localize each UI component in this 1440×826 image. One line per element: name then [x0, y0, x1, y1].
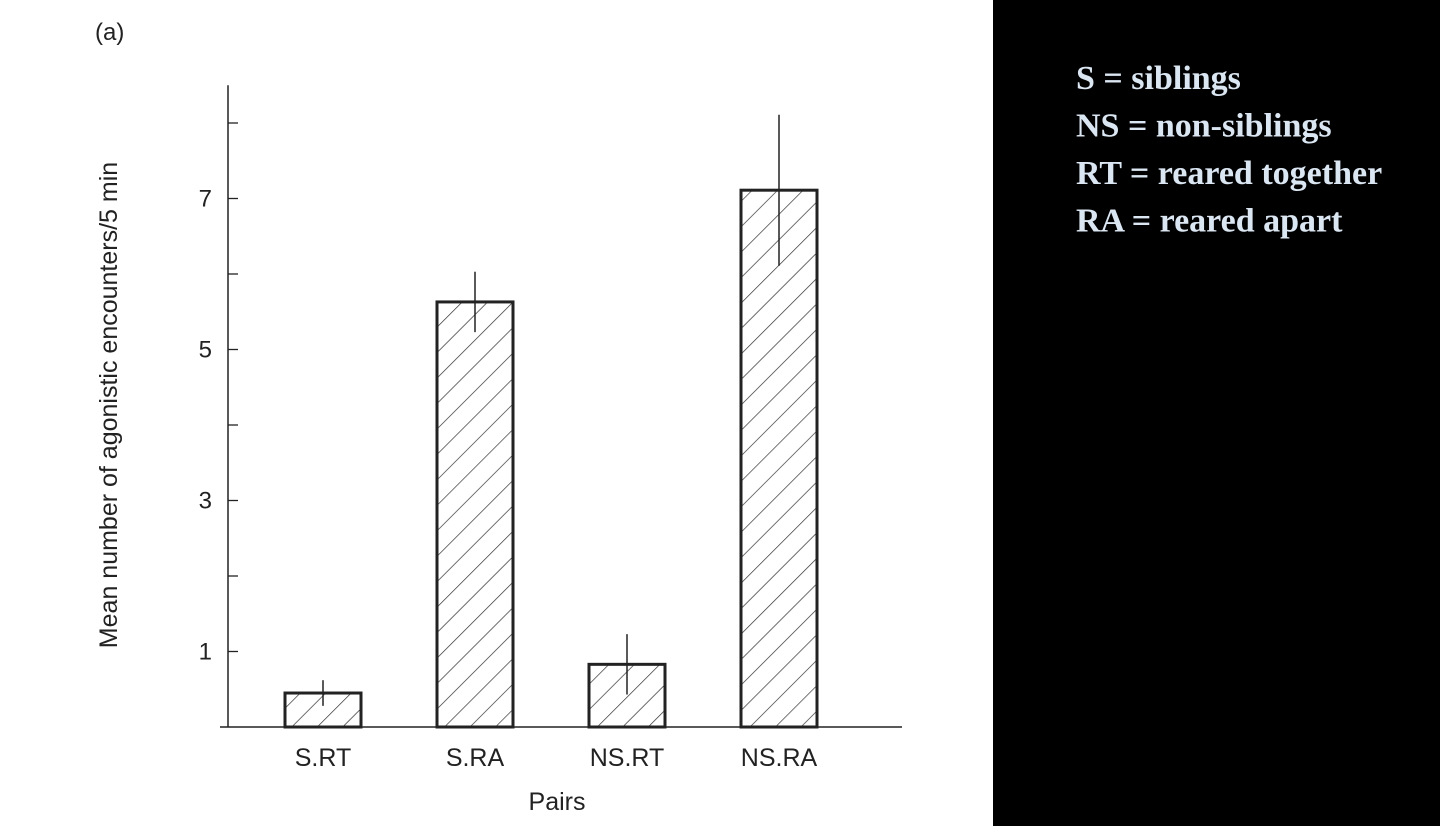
y-axis-label: Mean number of agonistic encounters/5 mi…: [95, 162, 123, 648]
x-tick-label: S.RT: [295, 744, 352, 772]
note-line: RA = reared apart: [1076, 203, 1343, 240]
y-tick-label: 5: [199, 337, 212, 364]
y-tick-label: 1: [199, 639, 212, 666]
x-tick-label: S.RA: [446, 744, 505, 772]
y-tick-label: 7: [199, 186, 212, 213]
x-axis-label: Pairs: [529, 788, 586, 816]
note-panel: [993, 0, 1440, 826]
note-line: NS = non-siblings: [1076, 108, 1332, 145]
bar: [739, 188, 819, 729]
note-line: S = siblings: [1076, 60, 1241, 97]
note-line: RT = reared together: [1076, 155, 1382, 192]
bar: [435, 300, 515, 729]
y-tick-label: 3: [199, 488, 212, 515]
panel-label: (a): [95, 19, 124, 46]
x-tick-label: NS.RT: [590, 744, 665, 772]
bar: [283, 691, 363, 729]
x-tick-label: NS.RA: [741, 744, 818, 772]
